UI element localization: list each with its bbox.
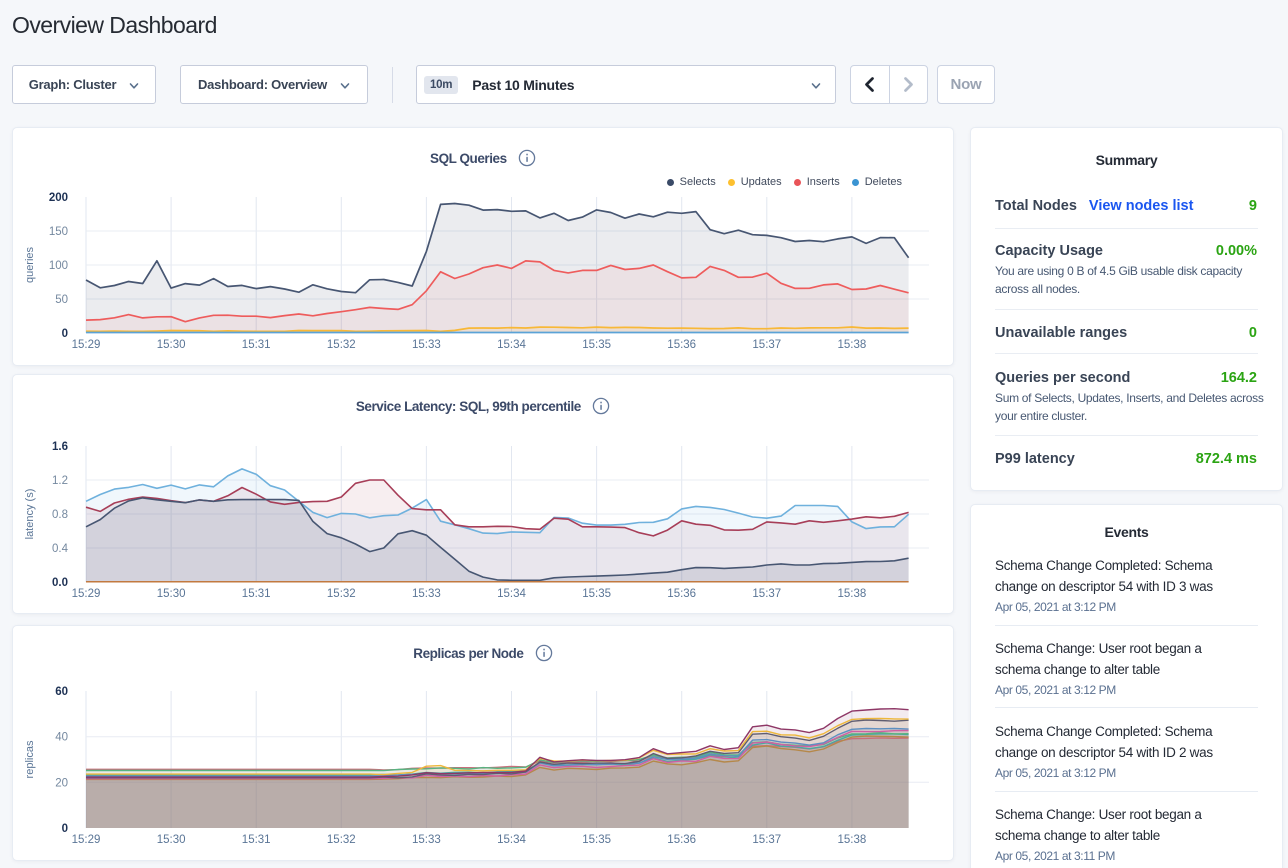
svg-text:15:34: 15:34 — [497, 339, 526, 351]
svg-text:60: 60 — [55, 686, 68, 698]
svg-text:15:36: 15:36 — [667, 834, 696, 846]
svg-text:15:32: 15:32 — [327, 588, 356, 600]
svg-text:1.2: 1.2 — [52, 475, 68, 487]
svg-text:50: 50 — [55, 294, 68, 306]
svg-text:15:29: 15:29 — [72, 339, 101, 351]
svg-text:200: 200 — [49, 192, 68, 204]
svg-text:1.6: 1.6 — [52, 441, 68, 453]
svg-text:15:34: 15:34 — [497, 834, 526, 846]
svg-text:40: 40 — [55, 732, 68, 744]
svg-text:15:38: 15:38 — [838, 339, 867, 351]
svg-text:0.4: 0.4 — [52, 543, 69, 555]
svg-text:15:29: 15:29 — [72, 834, 101, 846]
svg-text:15:30: 15:30 — [157, 339, 186, 351]
svg-text:0: 0 — [62, 823, 68, 835]
svg-text:0.0: 0.0 — [52, 577, 68, 589]
svg-text:15:32: 15:32 — [327, 339, 356, 351]
svg-text:150: 150 — [49, 226, 68, 238]
svg-text:15:38: 15:38 — [838, 834, 867, 846]
svg-text:15:33: 15:33 — [412, 588, 441, 600]
svg-text:15:37: 15:37 — [752, 339, 781, 351]
svg-text:0: 0 — [62, 328, 68, 340]
svg-text:15:35: 15:35 — [582, 834, 611, 846]
svg-text:15:34: 15:34 — [497, 588, 526, 600]
svg-text:latency (s): latency (s) — [24, 489, 36, 540]
svg-text:15:37: 15:37 — [752, 588, 781, 600]
svg-text:15:31: 15:31 — [242, 339, 271, 351]
svg-text:15:31: 15:31 — [242, 834, 271, 846]
svg-text:15:36: 15:36 — [667, 588, 696, 600]
svg-text:0.8: 0.8 — [52, 509, 68, 521]
svg-text:15:37: 15:37 — [752, 834, 781, 846]
svg-text:queries: queries — [24, 246, 36, 283]
svg-text:15:30: 15:30 — [157, 834, 186, 846]
svg-text:15:32: 15:32 — [327, 834, 356, 846]
svg-text:15:33: 15:33 — [412, 834, 441, 846]
svg-text:20: 20 — [55, 777, 68, 789]
svg-text:15:29: 15:29 — [72, 588, 101, 600]
svg-text:15:31: 15:31 — [242, 588, 271, 600]
svg-text:15:38: 15:38 — [838, 588, 867, 600]
svg-text:15:35: 15:35 — [582, 588, 611, 600]
svg-text:100: 100 — [49, 260, 68, 272]
svg-text:15:30: 15:30 — [157, 588, 186, 600]
svg-text:15:33: 15:33 — [412, 339, 441, 351]
svg-text:15:36: 15:36 — [667, 339, 696, 351]
svg-text:15:35: 15:35 — [582, 339, 611, 351]
svg-text:replicas: replicas — [24, 740, 36, 778]
